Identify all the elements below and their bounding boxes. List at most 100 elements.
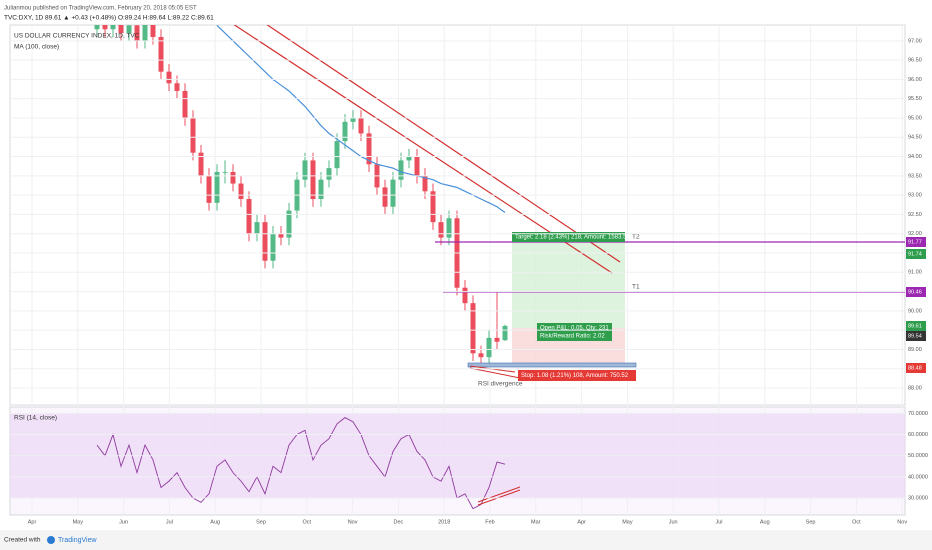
- x-tick-label: 2018: [438, 519, 450, 525]
- candle-body: [166, 71, 172, 84]
- x-tick-label: Jul: [166, 519, 173, 525]
- candle-body: [334, 141, 340, 169]
- x-tick-label: Feb: [485, 519, 494, 525]
- price-badge-text: 89.61: [908, 323, 922, 329]
- y-tick-label: 70.0000: [908, 411, 928, 417]
- x-tick-label: Jul: [715, 519, 722, 525]
- x-tick-label: Nov: [348, 519, 358, 525]
- footer-brand: TradingView: [58, 537, 97, 544]
- x-tick-label: Sep: [806, 519, 816, 525]
- candle-body: [302, 160, 308, 180]
- y-tick-label: 90.00: [908, 308, 922, 314]
- y-tick-label: 92.00: [908, 231, 922, 237]
- x-tick-label: Mar: [531, 519, 541, 525]
- y-tick-label: 97.00: [908, 38, 922, 44]
- main-legend: US DOLLAR CURRENCY INDEX, 1D, TVC: [14, 33, 140, 40]
- candle-body: [262, 222, 268, 261]
- y-tick-label: 88.00: [908, 385, 922, 391]
- candle-body: [182, 90, 188, 118]
- candle-body: [486, 337, 492, 358]
- candle-body: [94, 25, 100, 30]
- quote: TVC:DXY, 1D 89.61 ▲ +0.43 (+0.48%) O:89.…: [4, 15, 214, 22]
- x-tick-label: May: [622, 519, 633, 525]
- candle-body: [206, 175, 212, 203]
- candle-body: [358, 117, 364, 134]
- candle-body: [110, 25, 116, 30]
- price-badge-text: 88.48: [908, 365, 922, 371]
- candle-body: [246, 198, 252, 234]
- candle-body: [494, 337, 500, 342]
- candle-body: [478, 353, 484, 358]
- x-tick-label: Oct: [303, 519, 312, 525]
- candle-body: [254, 222, 260, 234]
- x-tick-label: Oct: [852, 519, 861, 525]
- price-badge: [906, 331, 926, 341]
- entry-bar: [467, 362, 637, 368]
- target-label-bg: [512, 232, 625, 242]
- pnl-label: Open P&L: 0.05, Qty: 231: [540, 326, 609, 332]
- stop-label-bg: [518, 370, 636, 381]
- y-tick-label: 95.00: [908, 115, 922, 121]
- y-tick-label: 94.50: [908, 135, 922, 141]
- y-tick-label: 30.0000: [908, 496, 928, 502]
- x-tick-label: May: [73, 519, 84, 525]
- price-badge: [906, 249, 926, 259]
- pnl-label-bg: [537, 323, 612, 341]
- y-tick-label: 94.00: [908, 154, 922, 160]
- y-tick-label: 92.50: [908, 212, 922, 218]
- candle-body: [382, 187, 388, 207]
- target-zone: [512, 232, 625, 328]
- candle-body: [422, 175, 428, 192]
- t1-label: T1: [632, 284, 640, 291]
- candle-body: [174, 83, 180, 91]
- rsi-divergence-line: [477, 489, 521, 506]
- x-tick-label: Jun: [669, 519, 678, 525]
- rr-label: Risk/Reward Ratio: 2.02: [540, 334, 605, 340]
- candle-body: [398, 160, 404, 180]
- main-pane: [9, 24, 906, 406]
- candle-body: [446, 218, 452, 238]
- candle-body: [350, 117, 356, 122]
- candle-body: [366, 133, 372, 165]
- drawings: [233, 25, 905, 381]
- candle-body: [198, 152, 204, 176]
- y-tick-label: 96.50: [908, 58, 922, 64]
- rsi-line: [96, 417, 506, 510]
- x-tick-label: Dec: [394, 519, 404, 525]
- x-tick-label: Sep: [256, 519, 266, 525]
- candle-body: [342, 121, 348, 142]
- x-tick-label: Jun: [119, 519, 128, 525]
- candle-body: [126, 25, 132, 34]
- candle-body: [462, 287, 468, 304]
- y-tick-label: 50.0000: [908, 453, 928, 459]
- y-tick-label: 60.0000: [908, 432, 928, 438]
- ma-legend: MA (100, close): [14, 44, 59, 51]
- candle-body: [238, 183, 244, 199]
- rsi-divergence-line: [477, 486, 521, 503]
- x-tick-label: Apr: [577, 519, 586, 525]
- x-tick-label: Apr: [28, 519, 37, 525]
- price-badge: [906, 287, 926, 297]
- divergence-line: [469, 367, 521, 379]
- candle-body: [222, 171, 228, 173]
- x-tick-label: Nov: [897, 519, 907, 525]
- candle-body: [430, 191, 436, 223]
- y-tick-label: 91.00: [908, 270, 922, 276]
- trend-line: [233, 25, 613, 274]
- price-badge-text: 90.46: [908, 289, 922, 295]
- x-tick-label: Aug: [210, 519, 220, 525]
- footer-created: Created with: [4, 537, 41, 544]
- price-badge-text: 89.54: [908, 333, 922, 339]
- candle-body: [278, 233, 284, 238]
- y-tick-label: 93.00: [908, 193, 922, 199]
- y-tick-label: 40.0000: [908, 474, 928, 480]
- target-label: Target: 2.18 (2.43%) 218, Amount: 1583.5…: [515, 235, 630, 241]
- rsi-legend: RSI (14, close): [14, 415, 57, 422]
- candle-body: [470, 303, 476, 354]
- price-badge: [906, 363, 926, 373]
- candle-body: [158, 36, 164, 72]
- stop-label: Stop: 1.08 (1.21%) 108, Amount: 750.52: [521, 373, 629, 379]
- candle-body: [406, 156, 412, 161]
